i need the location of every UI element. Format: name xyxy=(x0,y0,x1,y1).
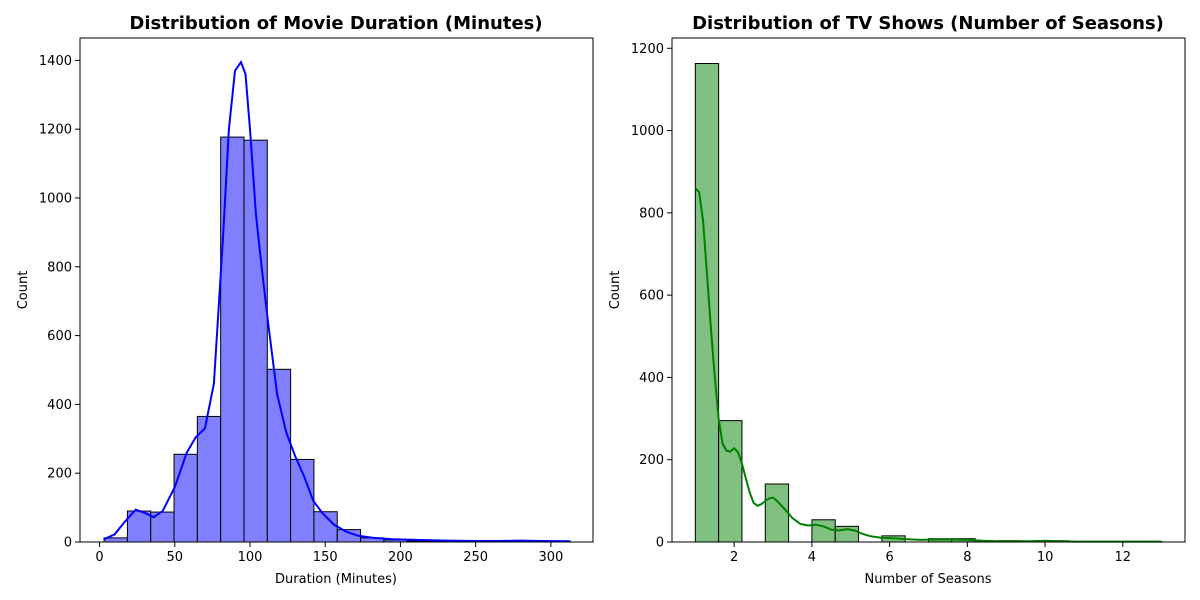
x-tick-label: 10 xyxy=(1037,550,1054,565)
y-tick-label: 800 xyxy=(47,260,72,275)
x-axis-ticks: 0 50 100 150 200 250 300 xyxy=(95,542,563,565)
histogram-bar xyxy=(811,519,836,543)
y-axis-label: Count xyxy=(608,271,623,310)
y-tick-label: 600 xyxy=(47,329,72,344)
x-tick-label: 200 xyxy=(388,550,413,565)
histogram-bar xyxy=(196,415,222,543)
x-axis-ticks: 2 4 6 8 10 12 xyxy=(730,542,1131,565)
x-tick-label: 6 xyxy=(885,550,893,565)
x-tick-label: 50 xyxy=(167,550,184,565)
x-tick-label: 100 xyxy=(238,550,263,565)
plot-area: 2 4 6 8 10 12 0 200 400 600 800 1000 1200 xyxy=(631,37,1186,565)
x-tick-label: 150 xyxy=(313,550,338,565)
histogram-bar xyxy=(764,483,790,543)
axes-frame xyxy=(79,37,594,543)
x-axis-label: Duration (Minutes) xyxy=(275,572,397,587)
x-tick-label: 250 xyxy=(463,550,488,565)
chart-title: Distribution of Movie Duration (Minutes) xyxy=(129,13,542,34)
x-tick-label: 8 xyxy=(963,550,971,565)
plot-area: 0 50 100 150 200 250 300 0 200 400 600 800 1000 1200… xyxy=(39,37,594,565)
histogram-bar xyxy=(694,63,720,543)
y-tick-label: 1200 xyxy=(39,123,72,138)
y-axis-label: Count xyxy=(16,271,31,310)
histogram-bar xyxy=(220,136,245,543)
y-tick-label: 1000 xyxy=(39,191,72,206)
y-tick-label: 0 xyxy=(656,536,664,551)
y-tick-label: 0 xyxy=(64,536,72,551)
y-tick-label: 1400 xyxy=(39,54,72,69)
histogram-bars xyxy=(103,136,571,543)
y-tick-label: 200 xyxy=(639,453,664,468)
y-tick-label: 800 xyxy=(639,206,664,221)
chart-title: Distribution of TV Shows (Number of Seas… xyxy=(692,13,1164,34)
y-axis-ticks: 0 200 400 600 800 1000 1200 xyxy=(631,42,672,551)
histogram-bar xyxy=(173,453,198,543)
x-axis-label: Number of Seasons xyxy=(865,572,992,587)
y-tick-label: 200 xyxy=(47,467,72,482)
kde-curve xyxy=(694,187,1162,543)
x-tick-label: 12 xyxy=(1115,550,1132,565)
x-tick-label: 0 xyxy=(95,550,103,565)
y-axis-ticks: 0 200 400 600 800 1000 1200 1400 xyxy=(39,54,80,551)
y-tick-label: 400 xyxy=(639,371,664,386)
x-tick-label: 300 xyxy=(538,550,563,565)
y-tick-label: 400 xyxy=(47,398,72,413)
y-tick-label: 1000 xyxy=(631,124,664,139)
x-tick-label: 2 xyxy=(730,550,738,565)
kde-curve xyxy=(103,59,571,543)
histogram-bar xyxy=(266,368,292,543)
y-tick-label: 1200 xyxy=(631,42,664,57)
y-tick-label: 600 xyxy=(639,289,664,304)
x-tick-label: 4 xyxy=(808,550,816,565)
axes-frame xyxy=(671,37,1186,543)
movie-duration-chart: Distribution of Movie Duration (Minutes)… xyxy=(16,13,594,587)
tv-seasons-chart: Distribution of TV Shows (Number of Seas… xyxy=(608,13,1186,587)
